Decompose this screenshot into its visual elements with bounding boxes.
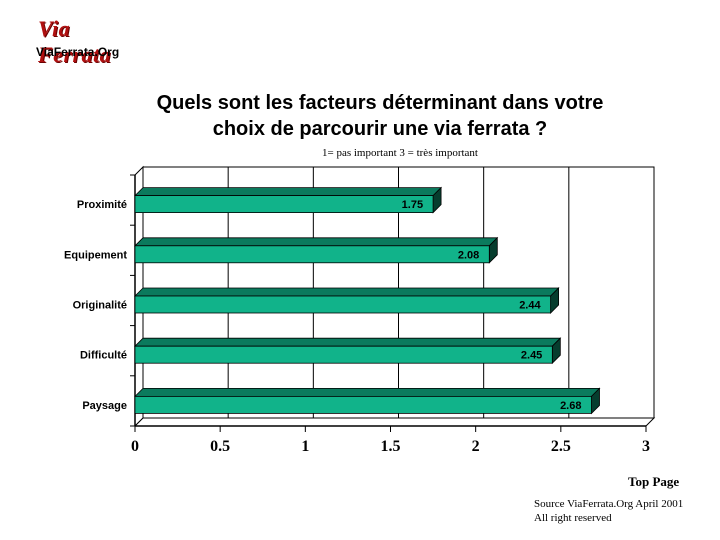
category-label: Equipement [64,249,127,261]
bar-difficult [134,345,553,364]
chart-title: Quels sont les facteurs déterminant dans… [60,90,700,142]
bar-value-label: 2.08 [458,249,479,261]
bar-paysage [134,395,592,414]
bar-proximit [134,195,434,214]
top-page-link[interactable]: Top Page [628,474,680,489]
x-tick-label: 2 [472,438,480,455]
chart-subtitle: 1= pas important 3 = très important [322,147,478,159]
x-tick-label: 3 [642,438,650,455]
chart-title-line-1: Quels sont les facteurs déterminant dans… [156,92,604,114]
bar-originalit [134,295,552,314]
category-label: Paysage [82,400,127,412]
x-tick-label: 0.5 [210,438,230,455]
bar-top-face [134,387,601,397]
plot-floor [133,417,656,427]
bar-value-label: 2.44 [519,300,541,312]
bar-top-face [134,337,562,347]
source-note: Source ViaFerrata.Org April 2001 All rig… [534,497,683,525]
via-ferrata-logo: Via Ferrata ViaFerrata.Org [36,14,146,67]
bar-top-face [134,187,443,197]
source-line-2: All right reserved [534,512,612,524]
bar-top-face [134,237,499,247]
logo-script-text: Via Ferrata [38,16,112,67]
bar-equipement [134,245,490,264]
x-tick-label: 2.5 [551,438,571,455]
logo-url-text: ViaFerrata.Org [36,45,120,59]
source-line-1: Source ViaFerrata.Org April 2001 [534,498,684,510]
category-label: Difficulté [80,350,127,362]
bar-value-label: 2.68 [560,400,581,412]
chart-title-line-2: choix de parcourir une via ferrata ? [212,118,548,140]
x-tick-label: 1.5 [381,438,401,455]
category-label: Originalité [73,300,127,312]
x-tick-label: 1 [301,438,309,455]
bar-value-label: 2.45 [521,350,542,362]
bar-value-label: 1.75 [402,199,423,211]
category-label: Proximité [77,199,127,211]
x-tick-label: 0 [131,438,139,455]
bar-top-face [134,287,560,297]
